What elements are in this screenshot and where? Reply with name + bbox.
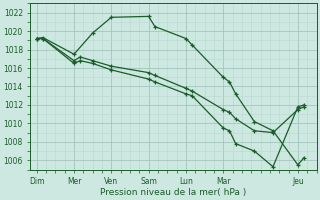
X-axis label: Pression niveau de la mer( hPa ): Pression niveau de la mer( hPa ) — [100, 188, 247, 197]
